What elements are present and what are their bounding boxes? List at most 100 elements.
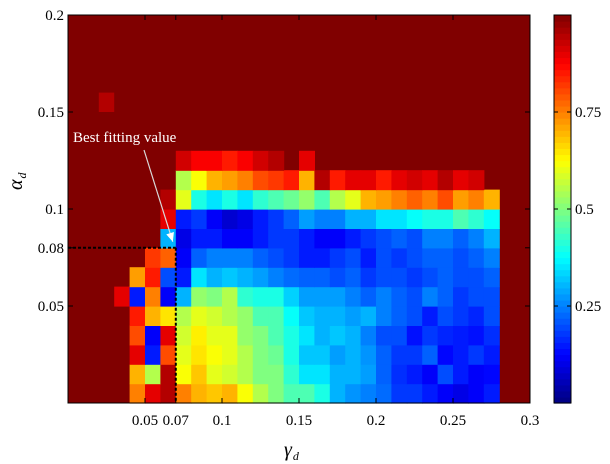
colorbar-segment (554, 293, 571, 301)
heatmap-cell (299, 150, 315, 171)
heatmap-cell (345, 189, 362, 210)
colorbar-segment (554, 130, 571, 137)
heatmap-cell (283, 247, 300, 268)
colorbar-segment (554, 269, 571, 277)
heatmap-cell (406, 286, 423, 307)
heatmap-cell (145, 247, 161, 268)
heatmap-cell (453, 267, 469, 288)
heatmap-cell (191, 344, 208, 365)
heatmap-cell (422, 344, 439, 365)
heatmap-cell (483, 306, 500, 326)
y-tick-label: 0.1 (45, 202, 64, 218)
y-tick-label: 0.05 (38, 299, 64, 315)
colorbar-segment (554, 378, 571, 386)
y-tick-label: 0.08 (38, 241, 64, 257)
colorbar-segment (554, 348, 571, 356)
heatmap-cell (468, 286, 485, 307)
colorbar-segment (554, 366, 571, 374)
heatmap-cell (345, 247, 362, 268)
heatmap-cell (345, 325, 362, 346)
colorbar-segment (554, 27, 571, 34)
heatmap-cell (314, 364, 331, 385)
colorbar-segment (554, 342, 571, 350)
heatmap-cell (222, 344, 238, 365)
heatmap-cell (345, 170, 362, 191)
colorbar-segment (554, 57, 571, 65)
heatmap-cell (283, 189, 300, 210)
heatmap-cell (299, 247, 315, 268)
heatmap-cell (252, 344, 269, 365)
heatmap-cell (422, 286, 439, 307)
colorbar-segment (554, 118, 571, 125)
heatmap-cell (422, 383, 439, 404)
heatmap-cell (376, 383, 392, 404)
heatmap-cell (191, 306, 208, 326)
heatmap-cell (360, 286, 377, 307)
heatmap-cell (268, 383, 285, 404)
heatmap-cell (422, 267, 439, 288)
y-tick-label: 0.15 (38, 105, 64, 121)
heatmap-cell (345, 364, 362, 385)
heatmap-cell (237, 286, 254, 307)
heatmap-cell (252, 247, 269, 268)
heatmap-cell (191, 228, 208, 249)
colorbar-segment (554, 154, 571, 162)
heatmap-cell (345, 306, 362, 326)
heatmap-cell (145, 306, 161, 326)
heatmap-cell (376, 267, 392, 288)
heatmap-cell (437, 228, 454, 249)
heatmap-cell (345, 228, 362, 249)
heatmap-cell (222, 286, 238, 307)
heatmap-cell (376, 228, 392, 249)
heatmap-cell (483, 189, 500, 210)
heatmap-cell (314, 344, 331, 365)
heatmap-cell (237, 150, 254, 171)
heatmap-cell (175, 150, 192, 171)
heatmap-cell (391, 286, 408, 307)
heatmap-cell (191, 247, 208, 268)
heatmap-cell (406, 247, 423, 268)
colorbar-segment (554, 257, 571, 265)
heatmap-cell (283, 209, 300, 229)
colorbar-segment (554, 81, 571, 89)
heatmap-cell (360, 228, 377, 249)
heatmap-cell (468, 344, 485, 365)
heatmap-cell (268, 286, 285, 307)
heatmap-cell (299, 170, 315, 191)
heatmap-cell (237, 306, 254, 326)
heatmap-cell (345, 286, 362, 307)
heatmap-cell (283, 286, 300, 307)
heatmap-cell (268, 344, 285, 365)
x-tick-label: 0.25 (440, 413, 466, 429)
heatmap-cell (329, 189, 346, 210)
colorbar: 0.25 0.5 0.75 (553, 14, 601, 404)
heatmap-cell (453, 286, 469, 307)
heatmap-cell (206, 170, 223, 191)
heatmap-cell (453, 209, 469, 229)
heatmap-cell (314, 325, 331, 346)
heatmap-cell (453, 189, 469, 210)
heatmap-cell (222, 228, 238, 249)
heatmap-cell (268, 364, 285, 385)
heatmap-cell (237, 209, 254, 229)
colorbar-segment (554, 312, 571, 319)
heatmap-cell (376, 170, 392, 191)
heatmap-cell (145, 267, 161, 288)
heatmap-cell (268, 267, 285, 288)
colorbar-segment (554, 45, 571, 52)
axis-labels: γd αd (5, 172, 300, 464)
heatmap-cell (468, 228, 485, 249)
x-tick-label: 0.07 (163, 413, 190, 429)
heatmap-cell (175, 306, 192, 326)
heatmap-cell (422, 189, 439, 210)
heatmap-cell (437, 189, 454, 210)
heatmap-cell (468, 267, 485, 288)
heatmap-cell (329, 364, 346, 385)
heatmap-cell (237, 247, 254, 268)
heatmap-cell (175, 325, 192, 346)
heatmap-cell (329, 228, 346, 249)
heatmap-cell (437, 267, 454, 288)
heatmap-cell (283, 383, 300, 404)
heatmap-cell (175, 364, 192, 385)
heatmap-cell (299, 364, 315, 385)
